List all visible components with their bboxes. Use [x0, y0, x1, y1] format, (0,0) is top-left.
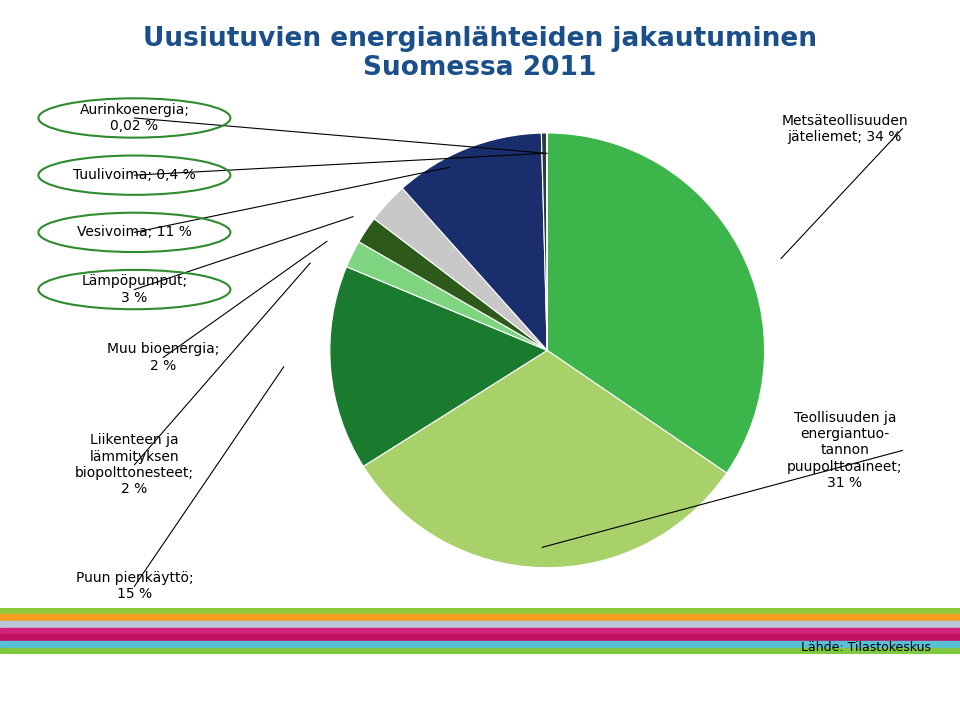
Text: Uusiutuvien energianlähteiden jakautuminen: Uusiutuvien energianlähteiden jakautumin…	[143, 26, 817, 52]
Wedge shape	[374, 188, 547, 350]
Bar	[0, 614, 960, 621]
Text: Liikenteen ja
lämmityksen
biopolttonesteet;
2 %: Liikenteen ja lämmityksen biopolttoneste…	[75, 433, 194, 496]
Text: ARBETS- OCH NÄRINGSMINISTERIET: ARBETS- OCH NÄRINGSMINISTERIET	[402, 686, 558, 695]
Text: Puun pienkäyttö;
15 %: Puun pienkäyttö; 15 %	[76, 571, 193, 601]
Bar	[0, 608, 960, 614]
Text: Metsäteollisuuden
jäteliemet; 34 %: Metsäteollisuuden jäteliemet; 34 %	[781, 114, 908, 144]
Wedge shape	[330, 267, 547, 466]
Wedge shape	[359, 219, 547, 350]
Wedge shape	[363, 350, 727, 568]
Text: MINISTRY OF EMPLOYMENT AND THE ECONOMY: MINISTRY OF EMPLOYMENT AND THE ECONOMY	[377, 701, 583, 711]
Text: Vesivoima; 11 %: Vesivoima; 11 %	[77, 225, 192, 240]
Text: Lähde: Tilastokeskus: Lähde: Tilastokeskus	[802, 641, 931, 654]
Bar	[0, 628, 960, 634]
Bar	[0, 621, 960, 628]
Bar	[0, 641, 960, 648]
Bar	[0, 648, 960, 654]
Text: Suomessa 2011: Suomessa 2011	[363, 55, 597, 81]
Text: Lämpöpumput;
3 %: Lämpöpumput; 3 %	[82, 275, 187, 305]
Text: Aurinkoenergia;
0,02 %: Aurinkoenergia; 0,02 %	[80, 103, 189, 133]
Text: Muu bioenergia;
2 %: Muu bioenergia; 2 %	[107, 342, 220, 373]
Text: TYÖ- JA ELINKEINOMINISTERIO: TYÖ- JA ELINKEINOMINISTERIO	[414, 671, 546, 681]
Wedge shape	[547, 133, 764, 473]
Text: Teollisuuden ja
energiantuo-
tannon
puupolttoaineet;
31 %: Teollisuuden ja energiantuo- tannon puup…	[787, 411, 902, 490]
Wedge shape	[347, 242, 547, 350]
Wedge shape	[402, 133, 547, 350]
Wedge shape	[541, 133, 547, 350]
Text: Tuulivoima; 0,4 %: Tuulivoima; 0,4 %	[73, 168, 196, 182]
Bar	[0, 634, 960, 641]
